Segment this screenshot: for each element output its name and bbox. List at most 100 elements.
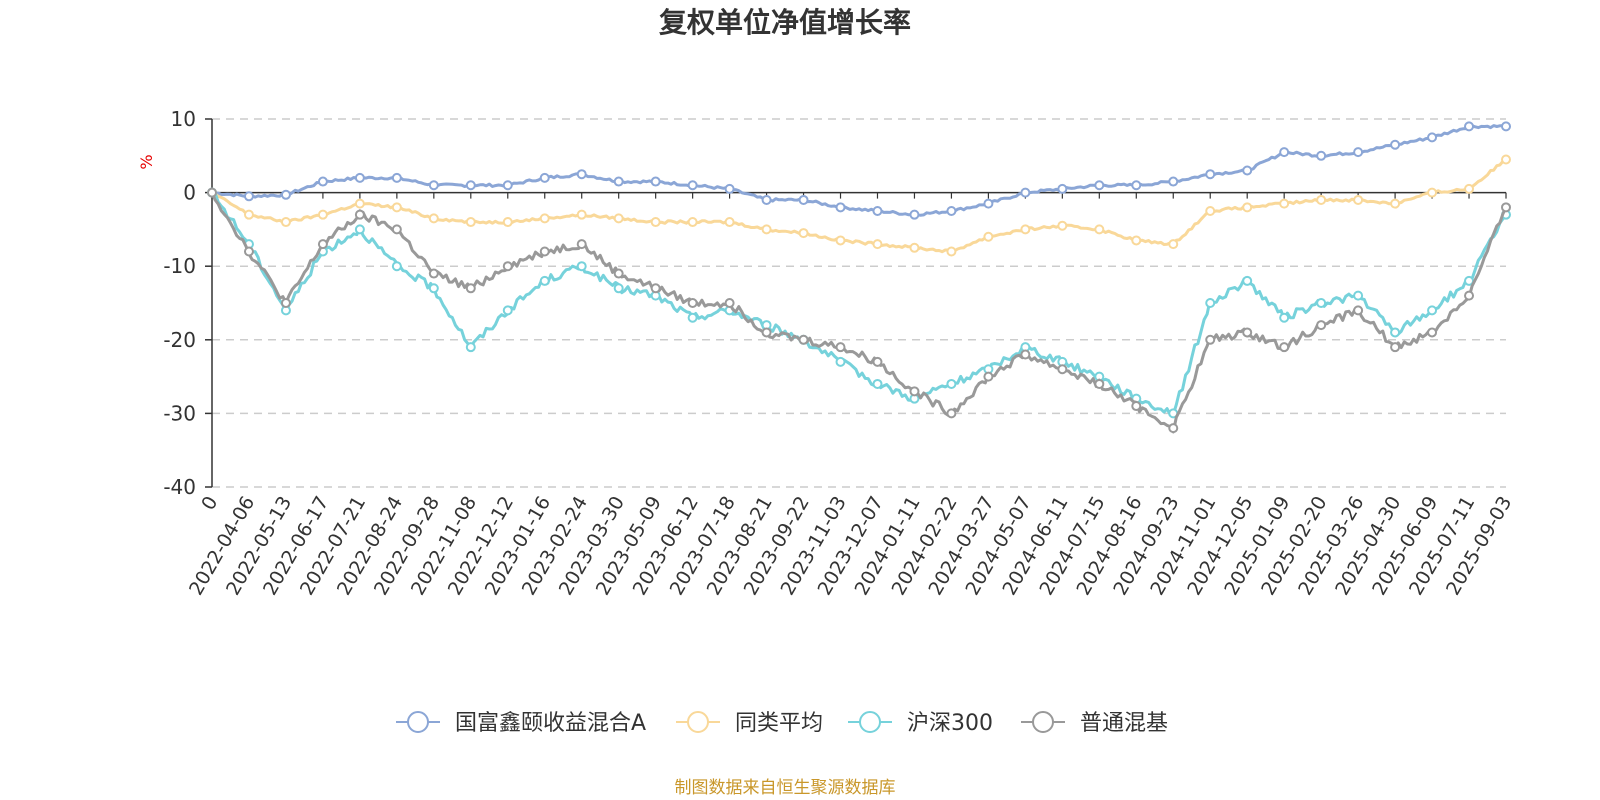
series-point [502,261,513,272]
series-point [872,239,883,250]
series-point [835,356,846,367]
series-point [1205,334,1216,345]
series-point [650,283,661,294]
series-point [1168,423,1179,434]
series-point [576,209,587,220]
series-point [317,239,328,250]
series-point [465,217,476,228]
series-point [872,206,883,216]
series-point [1205,298,1216,308]
series-point [798,194,809,205]
series-point [1279,312,1290,323]
legend-marker [859,711,881,733]
chart-title: 复权单位净值增长率 [659,6,911,39]
series-point [465,180,476,191]
legend-item[interactable]: 普通混基 [1021,711,1168,736]
series-point [613,268,624,279]
series-point [1427,305,1438,316]
y-tick-label: 10 [171,107,196,131]
series-point [1353,290,1364,301]
series-line [211,124,1507,217]
series-point [1057,364,1068,375]
series-point [1131,401,1142,412]
series-point [761,327,772,338]
series-point [1242,165,1253,176]
series-point [1205,206,1216,216]
series-point [317,176,328,187]
y-tick-label: -40 [163,475,196,499]
series-point [1020,224,1031,235]
series-point [761,194,772,205]
series-point [650,217,661,228]
series-point [724,217,735,228]
y-tick-label: -30 [163,401,196,425]
series-point [539,213,550,224]
series-point [428,283,439,294]
series-point [317,209,328,220]
series-point [539,172,550,183]
series-point [687,312,698,323]
series-point [280,298,291,308]
series-point [1131,235,1142,246]
series-point [1131,180,1142,191]
series-point [465,283,476,294]
series-point [1427,187,1438,198]
legend-item[interactable]: 沪深300 [848,711,993,736]
data-source-note: 制图数据来自恒生聚源数据库 [675,778,896,798]
series-point [1464,183,1475,194]
series-point [798,334,809,345]
series-point [465,342,476,353]
series-point [1501,121,1511,132]
series-point [1094,180,1105,191]
series-point [539,246,550,257]
legend-marker [407,711,429,733]
series-point [1390,342,1401,353]
series-line [210,192,1508,434]
y-tick-label: -10 [163,254,196,278]
series-point [1316,150,1327,161]
series-point [576,239,587,250]
series-point [946,246,957,257]
legend-marker [1032,711,1054,733]
series-point [835,202,846,213]
series-point [1057,183,1068,194]
series-point [502,180,513,191]
series-point [1279,198,1290,209]
y-axis-unit: % [137,154,156,169]
series-point [724,183,735,194]
legend-marker [687,711,709,733]
legend[interactable]: 国富鑫颐收益混合A 同类平均 沪深300 普通混基 [396,711,1168,736]
series-point [428,213,439,224]
series-point [391,202,402,213]
legend-label: 国富鑫颐收益混合A [455,711,646,736]
legend-item[interactable]: 国富鑫颐收益混合A [396,711,646,736]
series-point [1353,305,1364,316]
series-point [983,231,994,242]
y-tick-label: 0 [183,181,196,205]
series-point [1316,194,1327,205]
series-point [539,275,550,286]
series-point [613,283,624,294]
series-point [1020,187,1031,198]
series-point [909,242,920,253]
legend-item[interactable]: 同类平均 [676,711,823,736]
series-point [909,386,920,397]
series-point [1168,176,1179,187]
series-point [280,217,291,228]
series-point [576,261,587,272]
series-point [687,180,698,191]
series-point [798,228,809,239]
series-point [613,213,624,224]
legend-label: 沪深300 [907,711,993,736]
series-point [1464,290,1475,301]
series-point [354,224,365,235]
grid-lines [212,118,1506,488]
series-point [391,224,402,235]
series-point [983,371,994,382]
series-point [1168,239,1179,250]
series-point [1390,139,1401,150]
series-point [1501,154,1511,165]
series-point [835,342,846,353]
series-point [835,235,846,246]
